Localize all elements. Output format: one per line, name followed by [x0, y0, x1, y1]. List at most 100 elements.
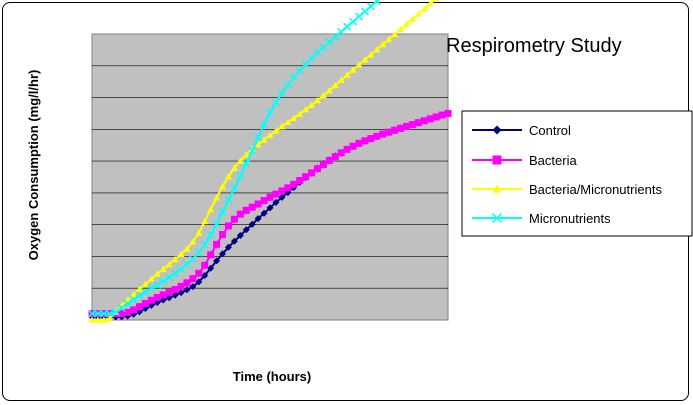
series-bacteria	[88, 109, 452, 318]
legend-label-control: Control	[529, 123, 571, 138]
data-point-bacteria	[159, 291, 167, 299]
data-point-micronutrients	[165, 273, 174, 282]
data-point-micronutrients	[242, 159, 251, 168]
data-point-bacteria	[201, 261, 209, 269]
data-point-control	[165, 294, 173, 302]
data-point-bacteria-micronutrients	[325, 87, 333, 94]
legend-marker-micronutrients	[491, 212, 503, 224]
data-point-bacteria	[242, 206, 250, 214]
data-point-bacteria	[367, 135, 375, 143]
data-point-bacteria-micronutrients	[106, 314, 114, 322]
data-point-bacteria-micronutrients	[367, 51, 375, 58]
data-point-bacteria-micronutrients	[408, 15, 416, 22]
data-point-bacteria	[118, 310, 126, 318]
data-point-bacteria	[302, 173, 310, 181]
data-point-micronutrients	[248, 146, 257, 155]
data-point-micronutrients	[141, 288, 150, 297]
data-point-control	[236, 231, 244, 239]
legend-marker-control	[492, 125, 502, 135]
data-point-bacteria-micronutrients	[224, 173, 232, 180]
data-point-micronutrients	[277, 89, 286, 98]
data-point-bacteria-micronutrients	[337, 76, 345, 83]
data-point-bacteria	[313, 165, 321, 173]
data-point-bacteria-micronutrients	[153, 270, 161, 277]
data-point-bacteria	[230, 215, 238, 223]
data-point-bacteria-micronutrients	[266, 131, 274, 139]
data-point-bacteria-micronutrients	[397, 25, 405, 33]
data-point-bacteria	[373, 132, 381, 140]
data-point-control	[177, 289, 185, 297]
data-point-bacteria-micronutrients	[391, 30, 399, 38]
data-point-micronutrients	[301, 60, 310, 69]
data-point-bacteria-micronutrients	[165, 260, 173, 268]
data-point-bacteria	[207, 251, 215, 259]
data-point-bacteria-micronutrients	[296, 110, 304, 117]
data-point-bacteria	[420, 117, 428, 125]
data-point-control	[183, 286, 191, 294]
data-point-micronutrients	[230, 184, 239, 193]
data-point-bacteria-micronutrients	[195, 229, 203, 236]
data-point-bacteria-micronutrients	[302, 106, 310, 113]
data-point-bacteria-micronutrients	[94, 316, 102, 323]
data-point-bacteria	[331, 153, 339, 161]
data-point-control	[266, 204, 274, 212]
data-point-micronutrients	[254, 133, 263, 142]
data-point-bacteria-micronutrients	[213, 194, 221, 201]
data-point-micronutrients	[224, 195, 233, 204]
data-point-control	[207, 264, 215, 272]
legend: Control Bacteria Bacteria/Micronutrients…	[461, 110, 693, 237]
data-point-micronutrients	[212, 220, 221, 229]
data-point-bacteria-micronutrients	[379, 40, 387, 48]
data-point-bacteria-micronutrients	[201, 217, 209, 225]
legend-marker-bacteria	[492, 155, 502, 165]
data-point-micronutrients	[283, 80, 292, 89]
data-point-bacteria	[130, 306, 138, 314]
data-point-bacteria	[153, 293, 161, 301]
data-point-bacteria-micronutrients	[420, 5, 428, 12]
data-point-bacteria	[147, 296, 155, 304]
data-point-micronutrients	[123, 299, 132, 308]
data-point-micronutrients	[176, 265, 186, 274]
data-point-bacteria	[195, 269, 203, 277]
data-point-bacteria-micronutrients	[432, 0, 440, 2]
data-point-bacteria	[219, 231, 227, 239]
data-point-bacteria	[141, 299, 149, 307]
data-point-micronutrients	[87, 309, 97, 318]
data-point-micronutrients	[147, 284, 156, 293]
data-point-bacteria	[248, 203, 256, 211]
data-point-control	[260, 209, 268, 217]
data-point-bacteria	[266, 193, 274, 201]
data-point-bacteria-micronutrients	[130, 291, 138, 298]
data-point-bacteria	[325, 156, 333, 164]
data-point-bacteria-micronutrients	[135, 285, 143, 292]
data-point-bacteria	[432, 113, 440, 121]
data-point-control	[171, 291, 179, 299]
data-point-bacteria-micronutrients	[313, 96, 321, 104]
data-point-control	[242, 226, 250, 234]
data-point-bacteria	[349, 142, 357, 150]
data-point-control	[278, 193, 286, 201]
data-point-micronutrients	[135, 291, 144, 300]
data-point-bacteria-micronutrients	[159, 265, 167, 272]
data-point-bacteria	[361, 137, 369, 145]
data-point-bacteria	[426, 115, 434, 123]
data-point-control	[189, 283, 197, 291]
data-point-bacteria	[189, 275, 197, 283]
data-point-bacteria	[272, 190, 280, 198]
data-point-bacteria-micronutrients	[331, 81, 339, 89]
data-point-bacteria-micronutrients	[426, 0, 434, 7]
data-point-bacteria	[296, 176, 304, 184]
data-point-bacteria	[308, 169, 316, 177]
data-point-bacteria	[124, 308, 132, 316]
data-point-bacteria	[260, 197, 268, 205]
data-point-bacteria-micronutrients	[177, 250, 185, 258]
chart-title: Respirometry Study	[446, 35, 622, 57]
data-point-micronutrients	[295, 66, 304, 75]
legend-marker-bacteria-micronutrients	[492, 184, 502, 193]
y-axis-label: Oxygen Consumption (mg/l/hr)	[26, 70, 41, 261]
data-point-bacteria-micronutrients	[272, 127, 280, 134]
data-point-bacteria	[213, 240, 221, 248]
data-point-control	[272, 198, 280, 206]
data-point-bacteria	[319, 161, 327, 169]
data-point-control	[213, 257, 221, 265]
